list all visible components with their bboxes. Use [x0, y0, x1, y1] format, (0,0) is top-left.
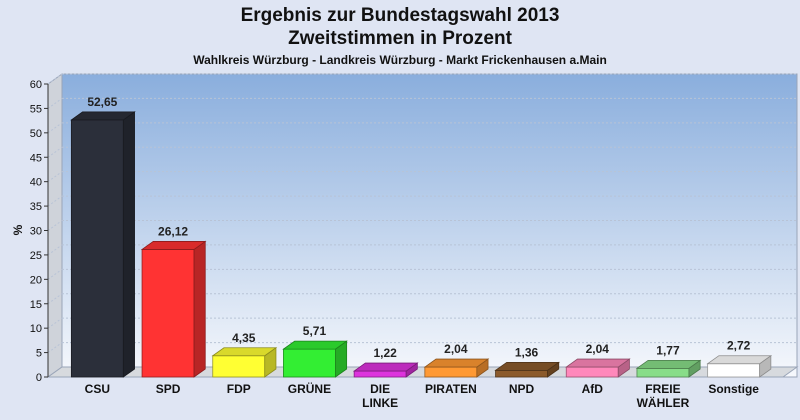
bar-top	[423, 358, 490, 368]
y-tick-label: 35	[30, 201, 42, 213]
gridline-side	[47, 122, 63, 134]
y-tick-label: 0	[36, 372, 42, 384]
gridline-side	[47, 146, 63, 158]
gridline-side	[47, 171, 63, 183]
x-tick-label: SPD	[156, 382, 181, 396]
gridline-side	[47, 268, 63, 280]
y-tick-label: 60	[30, 79, 42, 91]
bar	[424, 366, 478, 378]
bar-value-label: 1,36	[515, 345, 539, 359]
bar-top	[282, 340, 348, 350]
gridline-side	[47, 195, 63, 207]
gridline-side	[47, 293, 63, 305]
bar-value-label: 4,35	[232, 331, 256, 345]
gridline-side	[47, 342, 63, 353]
chart-subtitle: Wahlkreis Würzburg - Landkreis Würzburg …	[193, 53, 607, 67]
gridline-side	[47, 73, 63, 85]
bar-value-label: 52,65	[87, 95, 117, 109]
x-tick-label: PIRATEN	[425, 382, 477, 396]
bar-top	[565, 358, 631, 368]
x-tick-label: WÄHLER	[637, 395, 690, 410]
y-tick-label: 5	[36, 348, 42, 360]
chart-title-line-2: Zweitstimmen in Prozent	[288, 28, 512, 49]
bar-top	[70, 111, 136, 121]
bar-top	[140, 241, 207, 250]
y-tick-label: 25	[30, 250, 42, 262]
x-tick-label: CSU	[85, 382, 110, 396]
bar-value-label: 2,04	[586, 342, 610, 356]
x-tick-label: FDP	[227, 382, 251, 396]
bar	[212, 355, 266, 378]
x-tick-label: LINKE	[362, 396, 398, 410]
bar-top	[494, 361, 560, 371]
gridline-side	[47, 317, 63, 329]
y-tick-label: 55	[30, 103, 42, 115]
bar-side	[193, 240, 206, 378]
bar	[141, 249, 195, 378]
bar	[565, 366, 619, 378]
bar	[495, 369, 548, 378]
x-tick-label: Sonstige	[708, 382, 759, 396]
chart-title: Ergebnis zur Bundestagswahl 2013 Zweitst…	[0, 4, 800, 50]
y-tick-label: 15	[30, 299, 42, 311]
bar-value-label: 26,12	[158, 224, 188, 238]
y-tick-label: 40	[30, 177, 42, 189]
bar-value-label: 5,71	[303, 324, 327, 338]
bar-value-label: 2,04	[444, 342, 468, 356]
x-tick-label: GRÜNE	[288, 381, 331, 396]
x-tick-label: DIE	[370, 382, 390, 396]
y-tick-label: 10	[30, 323, 42, 335]
bar-top	[706, 355, 773, 365]
x-tick-label: NPD	[509, 382, 535, 396]
y-tick-label: 45	[30, 152, 42, 164]
y-tick-label: 20	[30, 274, 42, 286]
bar	[636, 367, 690, 378]
gridline-side	[47, 244, 63, 256]
gridline-side	[47, 98, 63, 109]
x-tick-label: FREIE	[645, 382, 680, 396]
chart-title-line-1: Ergebnis zur Bundestagswahl 2013	[240, 5, 560, 26]
bar-top	[352, 362, 419, 372]
bar-top	[635, 359, 702, 369]
y-axis-label: %	[11, 224, 25, 235]
bar	[283, 348, 336, 378]
bar	[70, 119, 124, 378]
bar-value-label: 2,72	[727, 339, 751, 353]
bar-value-label: 1,77	[656, 343, 680, 357]
bar-side	[122, 111, 135, 378]
bar	[353, 370, 407, 378]
bar-top	[211, 347, 278, 357]
y-tick-label: 30	[30, 226, 42, 238]
bar	[707, 363, 761, 378]
y-tick-label: 50	[30, 128, 42, 140]
gridline-side	[47, 220, 63, 231]
x-tick-label: AfD	[582, 382, 604, 396]
bar-value-label: 1,22	[373, 346, 397, 360]
